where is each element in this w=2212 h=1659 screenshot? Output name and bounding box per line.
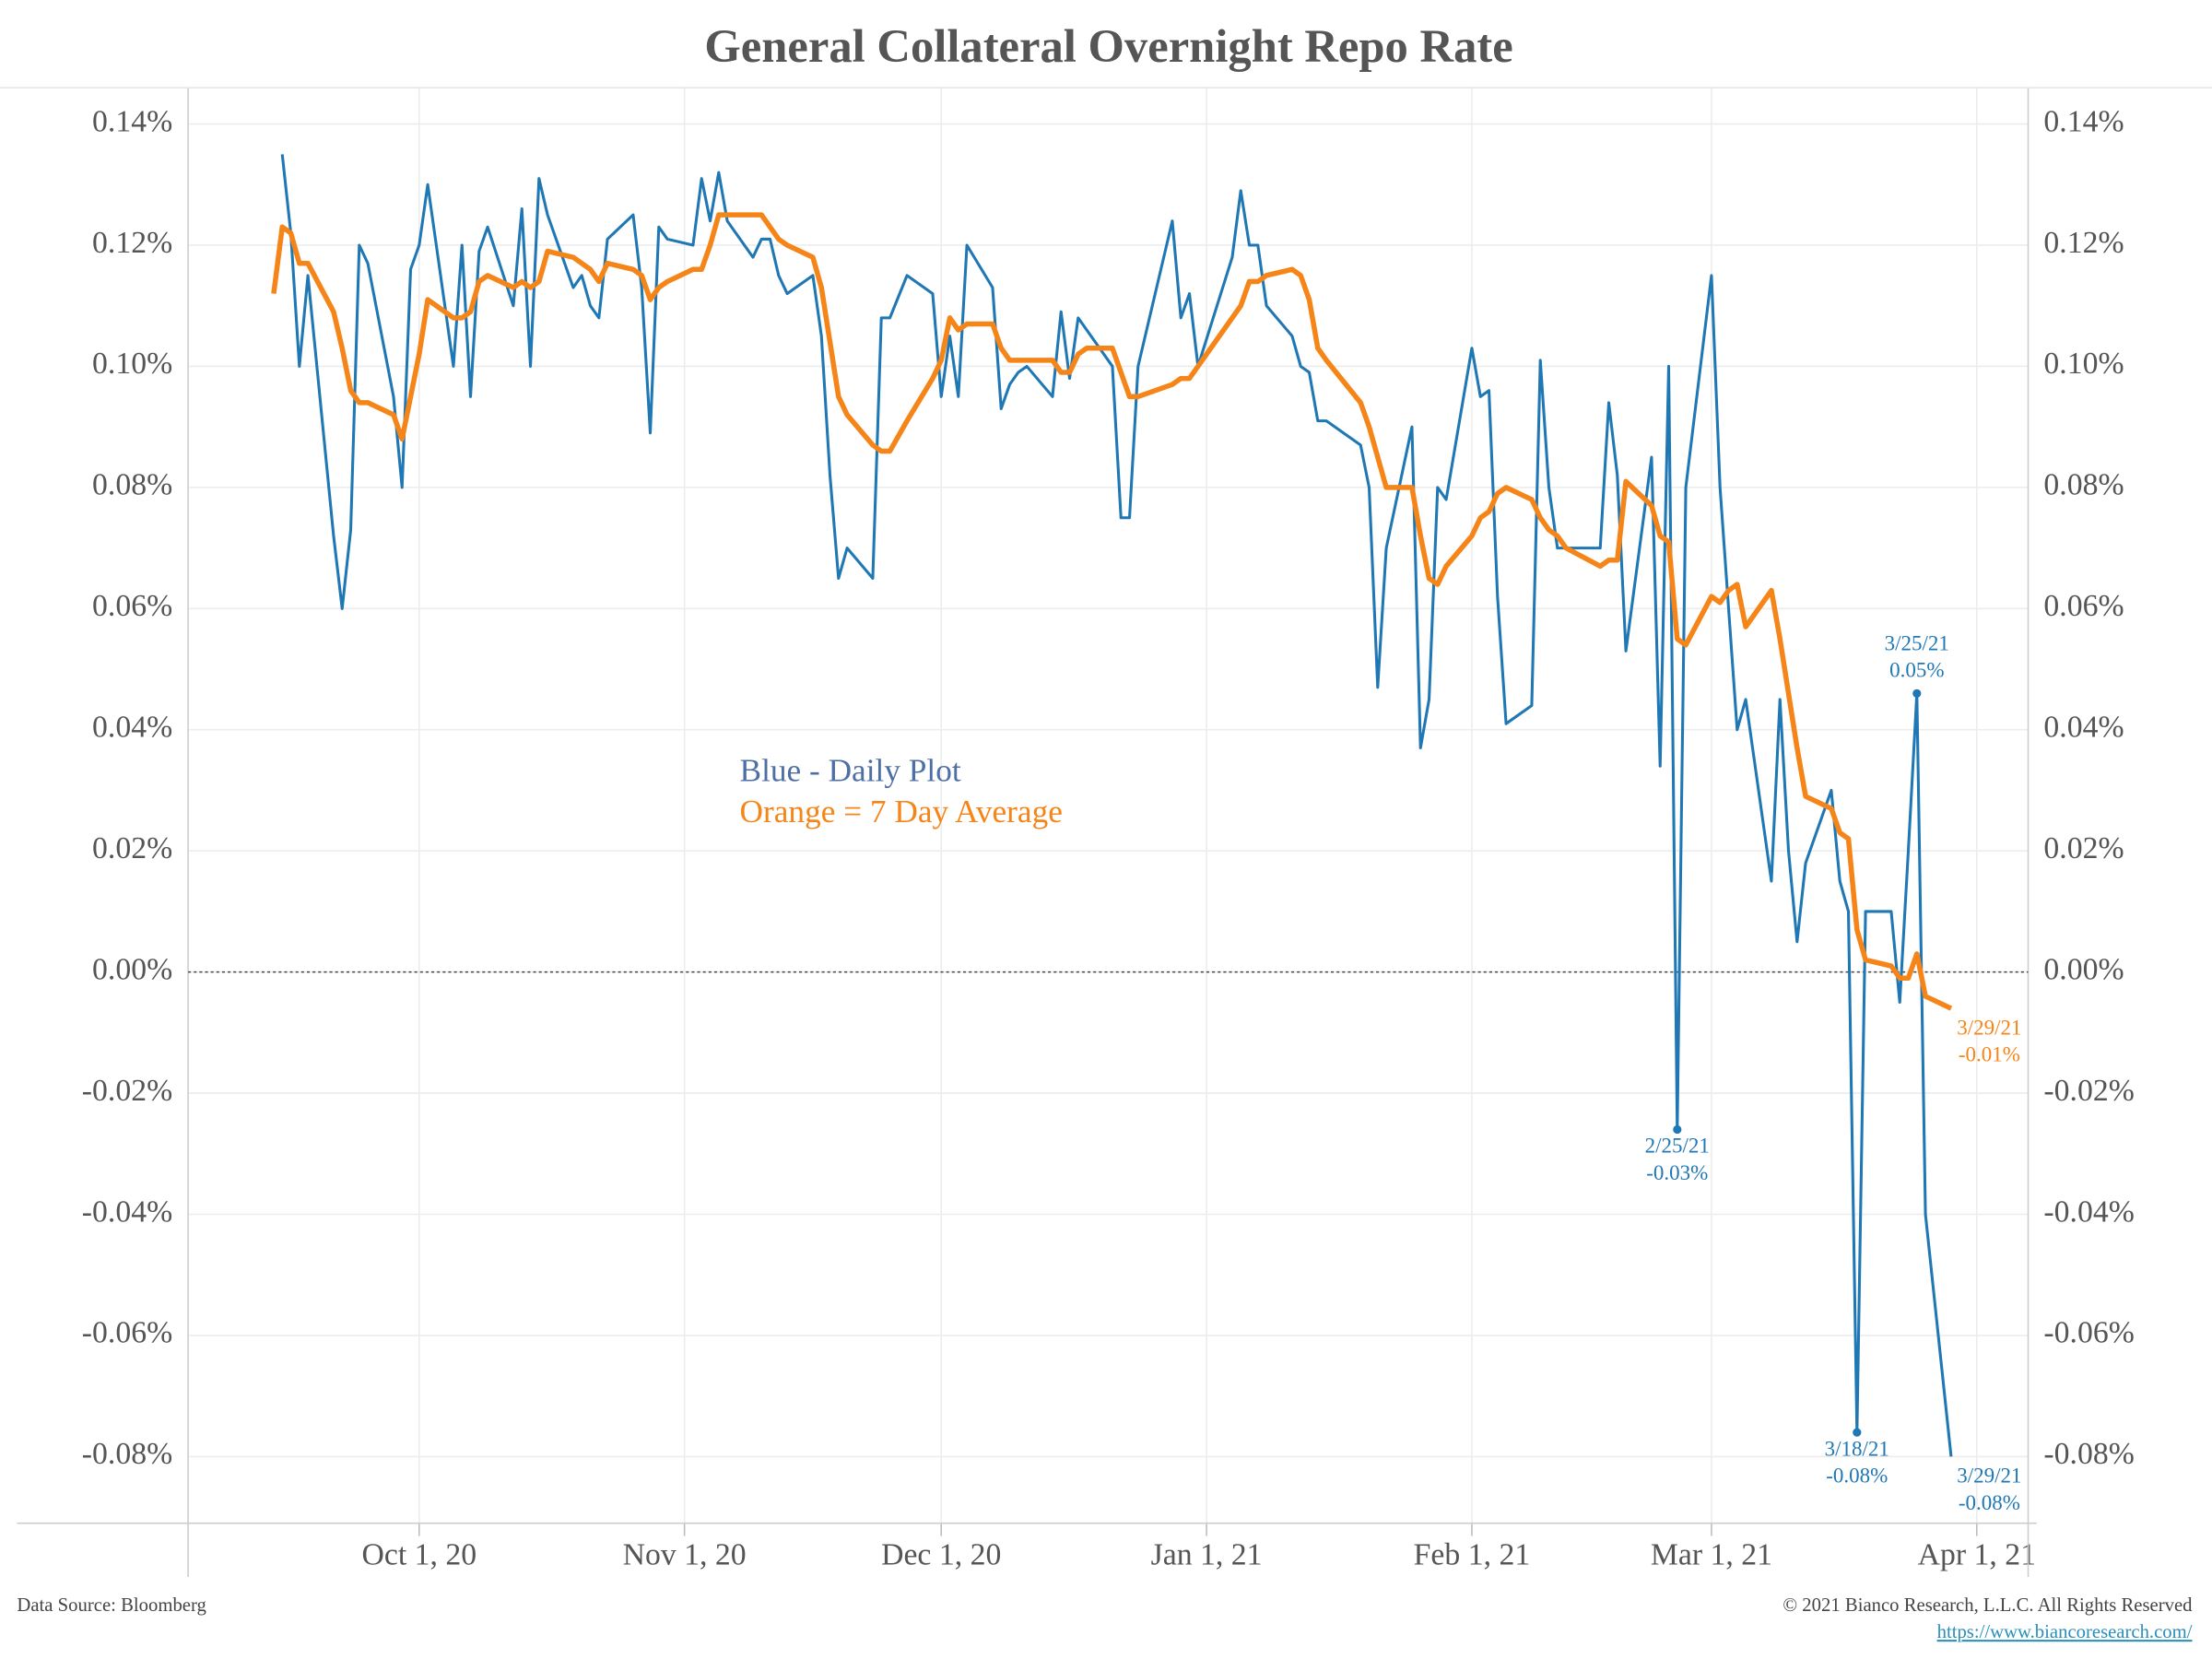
y2-tick-label: -0.04% <box>2043 1194 2134 1229</box>
y2-tick-label: 0.14% <box>2043 104 2124 138</box>
annotation-label: -0.08% <box>1959 1490 2020 1514</box>
y2-tick-label: 0.12% <box>2043 226 2124 260</box>
y-tick-label: 0.06% <box>92 589 172 623</box>
y-tick-label: -0.08% <box>82 1437 172 1471</box>
y-tick-label: 0.08% <box>92 468 172 502</box>
annotation-label: 0.05% <box>1889 658 1944 682</box>
x-tick-label: Oct 1, 20 <box>361 1537 477 1571</box>
y2-tick-label: -0.06% <box>2043 1316 2134 1350</box>
legend-entry: Blue - Daily Plot <box>740 752 961 788</box>
y2-tick-label: 0.02% <box>2043 831 2124 865</box>
annotation-label: -0.03% <box>1646 1160 1708 1184</box>
annotation-marker <box>1912 688 1922 698</box>
annotation-label: 2/25/21 <box>1645 1134 1710 1158</box>
y2-tick-label: 0.10% <box>2043 347 2124 381</box>
source-note: Data Source: Bloomberg <box>17 1595 206 1616</box>
series-line <box>280 154 1953 1457</box>
chart-title: General Collateral Overnight Repo Rate <box>704 20 1512 72</box>
y2-tick-label: 0.04% <box>2043 711 2124 745</box>
series-line <box>271 212 1953 1011</box>
y2-tick-label: 0.08% <box>2043 468 2124 502</box>
y-tick-label: 0.14% <box>92 104 172 138</box>
annotation-marker <box>1853 1428 1862 1437</box>
x-tick-label: Jan 1, 21 <box>1151 1537 1263 1571</box>
annotation-label: -0.08% <box>1826 1463 1888 1487</box>
y-tick-label: 0.00% <box>92 952 172 986</box>
y-tick-label: -0.02% <box>82 1074 172 1108</box>
annotation-label: 3/18/21 <box>1825 1436 1889 1460</box>
annotation-label: -0.01% <box>1959 1042 2020 1066</box>
copyright-note: © 2021 Bianco Research, L.L.C. All Right… <box>1783 1595 2193 1616</box>
annotation-label: 3/25/21 <box>1885 630 1949 654</box>
y2-tick-label: -0.02% <box>2043 1074 2134 1108</box>
x-tick-label: Nov 1, 20 <box>623 1537 747 1571</box>
y-tick-label: -0.06% <box>82 1316 172 1350</box>
x-tick-label: Feb 1, 21 <box>1414 1537 1531 1571</box>
y-tick-label: 0.02% <box>92 831 172 865</box>
annotation-label: 3/29/21 <box>1957 1015 2021 1039</box>
y2-tick-label: -0.08% <box>2043 1437 2134 1471</box>
y-tick-label: 0.04% <box>92 711 172 745</box>
y-tick-label: 0.10% <box>92 347 172 381</box>
y-tick-label: -0.04% <box>82 1194 172 1229</box>
x-tick-label: Apr 1, 21 <box>1918 1537 2036 1571</box>
y2-tick-label: 0.00% <box>2043 952 2124 986</box>
x-tick-label: Dec 1, 20 <box>881 1537 1001 1571</box>
y-tick-label: 0.12% <box>92 226 172 260</box>
x-tick-label: Mar 1, 21 <box>1651 1537 1772 1571</box>
y2-tick-label: 0.06% <box>2043 589 2124 623</box>
annotation-marker <box>1673 1124 1682 1135</box>
url-link[interactable]: https://www.biancoresearch.com/ <box>1937 1622 2193 1642</box>
legend-entry: Orange = 7 Day Average <box>740 794 1063 830</box>
annotation-label: 3/29/21 <box>1957 1464 2021 1488</box>
